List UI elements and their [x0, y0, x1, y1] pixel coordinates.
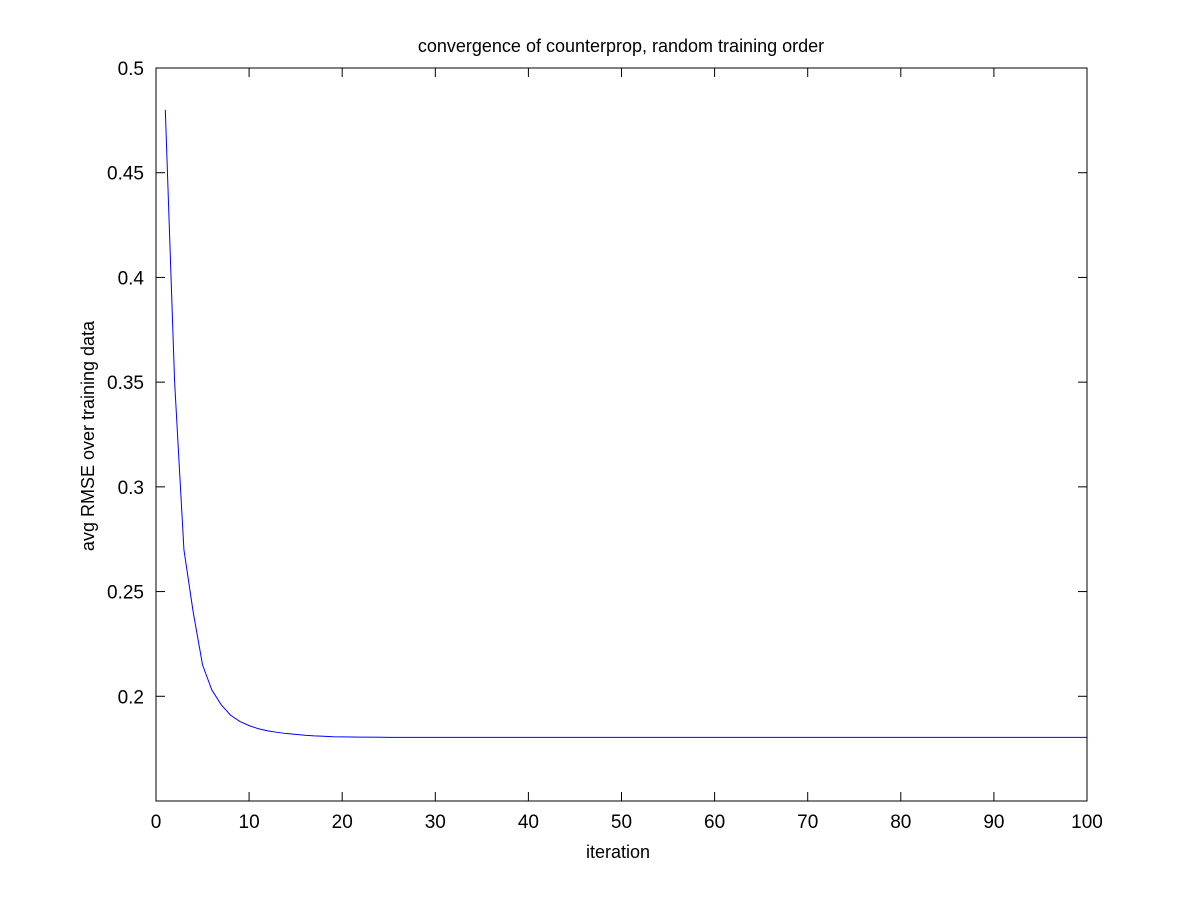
y-tick-label: 0.5	[118, 59, 144, 80]
x-tick-label: 20	[332, 812, 353, 833]
x-tick-label: 40	[518, 812, 539, 833]
series-line	[164, 109, 1087, 738]
plot-frame	[155, 67, 1088, 802]
y-tick-label: 0.35	[107, 373, 144, 394]
chart-title: convergence of counterprop, random train…	[418, 36, 824, 56]
x-tick-labels: 0 10 20 30 40 50 60 70 80 90 100	[151, 812, 1103, 833]
y-tick-labels: 0.2 0.25 0.3 0.35 0.4 0.45 0.5	[107, 59, 144, 708]
x-tick-label: 60	[704, 812, 725, 833]
x-axis-label: iteration	[586, 842, 650, 862]
tick-marks	[155, 67, 1088, 801]
x-tick-label: 50	[611, 812, 632, 833]
x-tick-label: 30	[425, 812, 446, 833]
x-tick-label: 70	[797, 812, 818, 833]
series-group	[164, 109, 1087, 738]
y-tick-label: 0.25	[107, 583, 144, 604]
plot-background	[156, 68, 1087, 801]
y-tick-label: 0.3	[118, 478, 144, 499]
x-tick-label: 90	[983, 812, 1004, 833]
x-tick-label: 80	[890, 812, 911, 833]
y-tick-label: 0.45	[107, 164, 144, 185]
y-tick-label: 0.2	[118, 687, 144, 708]
x-tick-label: 10	[239, 812, 260, 833]
y-axis-label: avg RMSE over training data	[78, 320, 98, 551]
y-tick-label: 0.4	[118, 268, 145, 289]
x-tick-label: 100	[1071, 812, 1103, 833]
x-tick-label: 0	[151, 812, 162, 833]
